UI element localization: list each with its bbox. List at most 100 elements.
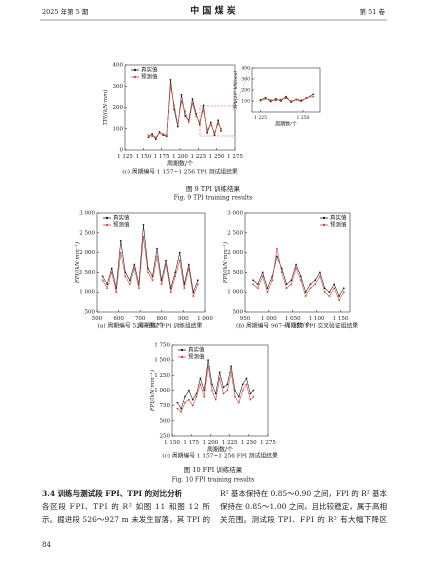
data-point — [290, 279, 293, 282]
data-point — [299, 275, 302, 278]
data-point — [202, 104, 205, 107]
data-point — [323, 287, 326, 290]
series-line — [102, 236, 199, 298]
x-tick-label: 1 250 — [209, 154, 225, 160]
body-line: 关范围。测试段 TPI、FPI 的 R² 有大幅下降区 — [220, 514, 388, 524]
x-tick-label: 1 000 — [261, 316, 277, 322]
data-point — [285, 283, 288, 286]
data-point — [305, 96, 308, 99]
x-tick-label: 1 225 — [254, 115, 267, 121]
issue: 2025 年第 5 期 — [42, 7, 89, 16]
data-point — [184, 115, 187, 117]
data-point — [187, 267, 190, 270]
data-point — [183, 287, 186, 290]
legend-label: 真实值 — [188, 346, 205, 354]
data-point — [280, 98, 282, 101]
data-point — [264, 97, 267, 100]
data-point — [249, 398, 252, 401]
y-tick-label: 100 — [241, 99, 250, 105]
data-point — [147, 134, 150, 137]
data-point — [271, 279, 274, 282]
series-line — [177, 366, 254, 413]
data-point — [203, 395, 206, 398]
data-point — [252, 279, 255, 282]
data-point — [187, 121, 190, 124]
data-point — [142, 235, 145, 238]
data-point — [319, 271, 321, 274]
data-point — [195, 115, 198, 117]
data-point — [119, 251, 122, 254]
data-point — [184, 395, 186, 398]
data-point — [165, 263, 168, 266]
data-point — [195, 392, 198, 395]
data-point — [207, 359, 209, 362]
x-tick-label: 1 225 — [222, 440, 238, 446]
data-point — [222, 386, 225, 389]
data-point — [304, 295, 307, 298]
data-point — [101, 275, 104, 278]
data-point — [142, 223, 145, 226]
series-line — [252, 255, 345, 297]
data-point — [252, 283, 255, 286]
axes-frame — [244, 212, 351, 313]
panel-caption: (c) 周期编号 1 157~1 256 FPI 测试组结果 — [162, 452, 278, 460]
data-point — [333, 287, 336, 290]
data-point — [299, 279, 302, 282]
legend-label: 预测值 — [113, 221, 130, 229]
data-point — [285, 97, 287, 100]
data-point — [314, 283, 317, 286]
data-point — [192, 295, 195, 298]
data-point — [241, 389, 244, 392]
data-point — [191, 398, 194, 401]
data-point — [218, 377, 221, 380]
data-point — [160, 283, 163, 286]
data-point — [180, 100, 183, 103]
y-tick-label: 400 — [113, 63, 124, 69]
x-tick-label: 1 150 — [333, 316, 349, 322]
y-axis-label: FPI/(kN·mm⁻¹) — [149, 370, 156, 412]
data-point — [151, 133, 154, 135]
x-tick-label: 1 200 — [172, 154, 188, 160]
data-point — [295, 263, 297, 266]
y-tick-label: 3 000 — [227, 211, 243, 217]
data-point — [184, 401, 186, 404]
legend-label: 真实值 — [330, 214, 347, 222]
x-tick-label: 1 175 — [183, 440, 199, 446]
axes-frame — [96, 212, 206, 313]
data-point — [128, 279, 131, 282]
data-point — [124, 275, 127, 278]
series-line — [102, 224, 199, 294]
data-point — [187, 263, 190, 266]
data-point — [309, 287, 312, 290]
data-point — [261, 275, 264, 278]
legend-label: 真实值 — [141, 66, 158, 74]
legend-label: 预测值 — [141, 73, 158, 81]
data-point — [154, 138, 157, 141]
x-axis-label: 周期数/个 — [275, 121, 297, 128]
y-tick-label: 1 500 — [79, 270, 95, 276]
x-tick-label: 900 — [178, 316, 189, 322]
y-tick-label: 3 000 — [79, 211, 95, 217]
data-point — [178, 251, 181, 254]
data-point — [220, 127, 222, 130]
data-point — [199, 383, 202, 386]
y-axis-label: FPI/(kN·mm⁻¹) — [74, 242, 81, 284]
data-point — [245, 383, 248, 386]
data-point — [165, 259, 168, 262]
data-point — [187, 398, 190, 401]
x-tick-label: 500 — [92, 316, 103, 322]
y-tick-label: 200 — [241, 88, 250, 94]
data-point — [214, 398, 217, 401]
legend-marker — [322, 223, 326, 227]
y-tick-label: 2 000 — [227, 250, 243, 256]
y-tick-label: 400 — [241, 66, 250, 72]
y-axis-label: FPI/(kN·mm⁻¹) — [222, 242, 229, 284]
data-point — [110, 267, 113, 270]
legend-marker — [133, 75, 137, 79]
legend-marker — [180, 355, 184, 359]
data-point — [245, 377, 248, 380]
legend-marker — [105, 223, 109, 227]
x-axis-label: 周期数/个 — [138, 322, 164, 330]
data-point — [196, 283, 199, 286]
